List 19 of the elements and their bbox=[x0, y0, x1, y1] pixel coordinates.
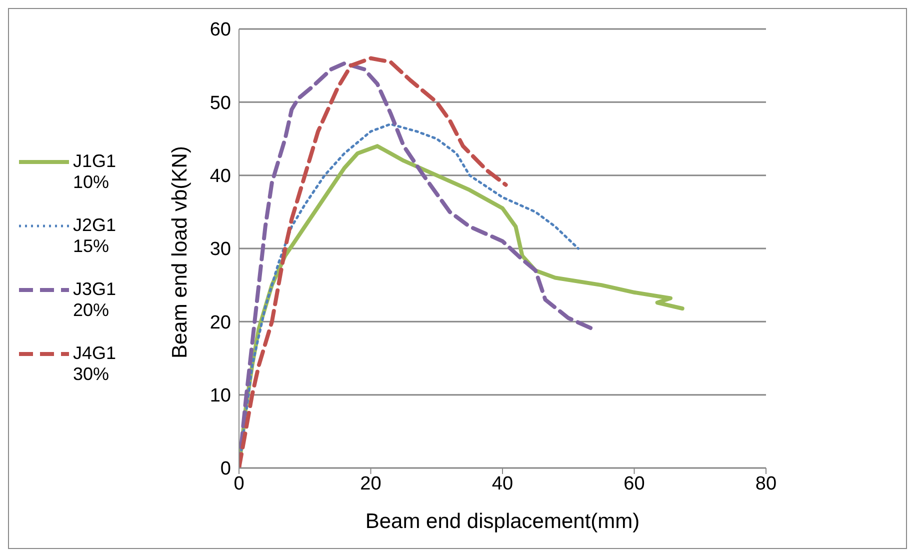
x-tick-label: 0 bbox=[234, 473, 244, 494]
legend-label: J1G1 10% bbox=[73, 150, 116, 192]
y-tick-label: 50 bbox=[210, 92, 231, 114]
x-tick-label: 40 bbox=[492, 473, 514, 494]
y-tick-label: 30 bbox=[210, 239, 231, 260]
y-tick-label: 40 bbox=[210, 166, 231, 188]
x-axis-title: Beam end displacement(mm) bbox=[365, 510, 640, 533]
y-tick-label: 20 bbox=[210, 312, 231, 334]
y-tick-label: 60 bbox=[210, 20, 231, 41]
x-tick-label: 60 bbox=[624, 473, 645, 494]
y-axis-title: Beam end load vb(KN) bbox=[168, 146, 192, 358]
legend-label: J4G1 30% bbox=[73, 342, 116, 384]
x-tick-label: 20 bbox=[360, 473, 382, 494]
x-tick-label: 80 bbox=[755, 473, 777, 494]
legend-label: J2G1 15% bbox=[73, 214, 116, 256]
y-tick-label: 10 bbox=[210, 386, 231, 407]
line-series bbox=[239, 56, 508, 468]
legend-label: J3G1 20% bbox=[73, 278, 116, 320]
y-tick-label: 0 bbox=[220, 458, 231, 480]
